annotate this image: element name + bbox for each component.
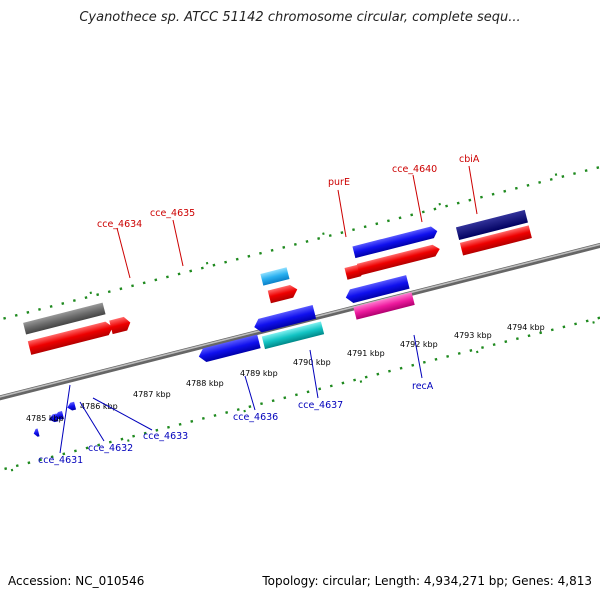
outer-scale-ticks	[0, 153, 600, 332]
gene-feature[interactable]	[253, 305, 317, 334]
map-title: Cyanothece sp. ATCC 51142 chromosome cir…	[79, 10, 521, 25]
gene-feature[interactable]	[109, 316, 132, 335]
forward-genes	[23, 209, 532, 355]
gene-feature[interactable]	[356, 243, 441, 276]
gene-label-cce-4635[interactable]: cce_4635	[150, 208, 195, 219]
gene-label-cce-4633[interactable]: cce_4633	[143, 431, 188, 442]
scale-label: 4792 kbp	[400, 340, 438, 349]
accession-text: Accession: NC_010546	[8, 574, 145, 588]
forward-gene-label-text: cce_4634 cce_4635 purE cce_4640 cbiA	[97, 154, 480, 230]
scale-label: 4785 kbp	[26, 414, 64, 423]
gene-label-cce-4640[interactable]: cce_4640	[392, 164, 437, 175]
gene-feature[interactable]	[53, 410, 64, 421]
gene-feature[interactable]	[459, 225, 532, 256]
gene-feature[interactable]	[27, 320, 115, 355]
genome-summary-text: Topology: circular; Length: 4,934,271 bp…	[262, 574, 592, 588]
gene-feature[interactable]	[260, 267, 290, 286]
gene-feature[interactable]	[353, 292, 415, 320]
gene-label-cce-4631[interactable]: cce_4631	[38, 455, 83, 466]
gene-feature[interactable]	[455, 209, 528, 240]
scale-label: 4794 kbp	[507, 323, 545, 332]
scale-label: 4793 kbp	[454, 331, 492, 340]
gene-label-reca[interactable]: recA	[412, 381, 434, 392]
reverse-genes	[33, 275, 415, 438]
reverse-gene-label-text: cce_4631 cce_4632 cce_4633 cce_4636 cce_…	[38, 381, 434, 466]
gene-feature[interactable]	[267, 284, 299, 304]
scale-label: 4791 kbp	[347, 349, 385, 358]
gene-feature[interactable]	[33, 428, 40, 438]
scale-label: 4789 kbp	[240, 369, 278, 378]
gene-label-cce-4632[interactable]: cce_4632	[88, 443, 133, 454]
forward-gene-labels	[116, 165, 478, 279]
gene-label-cce-4636[interactable]: cce_4636	[233, 412, 278, 423]
scale-label: 4786 kbp	[80, 402, 118, 411]
gene-label-cbia[interactable]: cbiA	[459, 154, 480, 165]
gene-feature[interactable]	[66, 401, 77, 412]
gene-label-cce-4637[interactable]: cce_4637	[298, 400, 343, 411]
gene-feature[interactable]	[344, 275, 410, 304]
gene-label-pure[interactable]: purE	[328, 177, 350, 188]
gene-label-cce-4634[interactable]: cce_4634	[97, 219, 142, 230]
reverse-gene-labels	[59, 334, 423, 454]
gene-feature[interactable]	[23, 302, 106, 335]
scale-label: 4788 kbp	[186, 379, 224, 388]
scale-label: 4787 kbp	[133, 390, 171, 399]
gene-feature[interactable]	[261, 321, 325, 350]
inner-scale-ticks	[0, 298, 600, 476]
gene-feature[interactable]	[197, 334, 261, 364]
gene-feature[interactable]	[352, 225, 438, 259]
